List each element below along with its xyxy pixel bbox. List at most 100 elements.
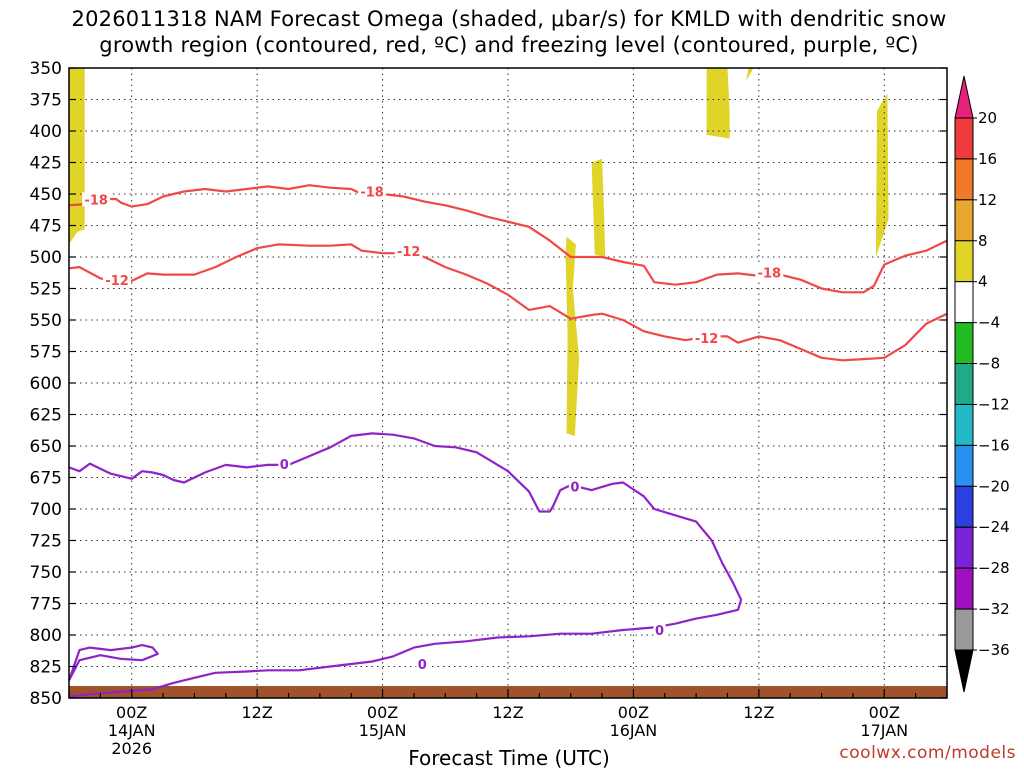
omega-shade-region-2 <box>591 158 606 257</box>
contour-line-2 <box>68 432 743 698</box>
y-tick-label: 800 <box>30 626 62 646</box>
contour-label-bg <box>358 184 387 199</box>
contour-label: -12 <box>695 332 719 347</box>
contour-label-bg <box>394 243 423 258</box>
y-tick-label: 675 <box>30 469 62 489</box>
colorbar-swatch <box>954 363 974 405</box>
y-tick-label: 700 <box>30 500 62 520</box>
colorbar-label: 8 <box>978 232 988 250</box>
omega-shade-region-4 <box>746 68 754 81</box>
x-tick-label: 16JAN <box>610 721 658 740</box>
contour-label: -12 <box>397 245 421 260</box>
y-tick-label: 825 <box>30 658 62 678</box>
colorbar-label: −16 <box>978 436 1010 454</box>
x-tick-label: 2026 <box>111 739 152 758</box>
contour-label-bg <box>82 192 111 207</box>
colorbar-label: 16 <box>978 150 997 168</box>
colorbar-swatch <box>954 199 974 242</box>
x-tick-label: 12Z <box>492 703 523 722</box>
x-tick-label: 14JAN <box>108 721 156 740</box>
contour-label-bg <box>653 623 666 638</box>
contour-line-1 <box>68 243 948 362</box>
colorbar-label: −4 <box>978 314 1000 332</box>
contour-label-layer: -18 -18 -18 -12 -12 -12 0 0 0 0 <box>82 184 784 673</box>
contour-label-bg <box>103 272 132 287</box>
y-tick-label: 350 <box>30 59 62 79</box>
credit-link[interactable]: coolwx.com/models <box>839 743 1016 763</box>
contour-label: -18 <box>360 186 384 201</box>
colorbar-swatch <box>954 117 974 160</box>
x-tick-label: 00Z <box>367 703 398 722</box>
colorbar-swatch <box>954 403 974 446</box>
omega-shade-region-0 <box>69 68 85 245</box>
y-tick-label: 725 <box>30 532 62 552</box>
y-tick-label: 600 <box>30 374 62 394</box>
colorbar-swatch <box>954 608 974 651</box>
contour-layer <box>67 184 948 698</box>
x-tick-label: 00Z <box>869 703 900 722</box>
contour-line-3 <box>67 644 159 681</box>
contour-label-bg <box>278 456 291 471</box>
colorbar-label: −20 <box>978 477 1010 495</box>
chart-title-line-1: 2026011318 NAM Forecast Omega (shaded, μ… <box>71 7 947 31</box>
grid-layer <box>69 68 947 698</box>
contour-label: -18 <box>758 266 782 281</box>
contour-label: 0 <box>280 458 289 473</box>
y-tick-label: 425 <box>30 154 62 174</box>
x-tick-label: 17JAN <box>860 721 908 740</box>
colorbar-swatch <box>954 158 974 201</box>
y-tick-label: 525 <box>30 280 62 300</box>
colorbar-label: 4 <box>978 273 988 291</box>
y-tick-label: 450 <box>30 185 62 205</box>
colorbar-swatch <box>954 567 974 610</box>
y-tick-label: 575 <box>30 343 62 363</box>
omega-shade-region-1 <box>565 236 580 436</box>
colorbar-label: −8 <box>978 355 1000 373</box>
x-axis-title: Forecast Time (UTC) <box>408 746 610 770</box>
contour-line-0 <box>68 184 948 294</box>
y-tick-label: 475 <box>30 217 62 237</box>
colorbar-bottom-arrow <box>954 649 974 693</box>
contour-label-bg <box>416 657 429 672</box>
contour-label: 0 <box>418 658 427 673</box>
contour-label-bg <box>692 330 721 345</box>
contour-label: -12 <box>105 274 129 289</box>
x-tick-label: 12Z <box>743 703 774 722</box>
colorbar-label: −24 <box>978 518 1010 536</box>
omega-shading-layer <box>69 68 889 436</box>
y-tick-label: 550 <box>30 311 62 331</box>
colorbar-top-arrow <box>954 75 974 119</box>
contour-label: -18 <box>84 193 108 208</box>
y-tick-label: 650 <box>30 437 62 457</box>
omega-shade-region-3 <box>706 68 730 139</box>
colorbar-label: 20 <box>978 109 997 127</box>
contour-label-bg <box>755 265 784 280</box>
colorbar-swatch <box>954 322 974 365</box>
colorbar-label: −36 <box>978 641 1010 659</box>
contour-label: 0 <box>655 624 664 639</box>
y-axis-ticks: 350 375 400 425 450 475 500 525 550 575 600 625 650 6… <box>30 59 947 709</box>
colorbar-swatch <box>954 526 974 569</box>
x-tick-label: 00Z <box>116 703 147 722</box>
y-tick-label: 775 <box>30 595 62 615</box>
colorbar-swatch <box>954 281 974 324</box>
colorbar-label: −28 <box>978 559 1010 577</box>
x-tick-label: 12Z <box>241 703 272 722</box>
contour-label: 0 <box>570 481 579 496</box>
y-tick-label: 500 <box>30 248 62 268</box>
colorbar-label: 12 <box>978 191 997 209</box>
colorbar-swatch <box>954 444 974 487</box>
colorbar-label: −32 <box>978 600 1010 618</box>
omega-shade-region-5 <box>875 93 889 257</box>
y-tick-label: 625 <box>30 406 62 426</box>
chart-title: 2026011318 NAM Forecast Omega (shaded, μ… <box>0 6 1018 58</box>
colorbar-swatch <box>954 485 974 528</box>
x-tick-label: 00Z <box>618 703 649 722</box>
contour-label-bg <box>568 479 581 494</box>
chart-title-line-2: growth region (contoured, red, ºC) and f… <box>99 33 919 57</box>
y-tick-label: 850 <box>30 689 62 709</box>
y-tick-label: 400 <box>30 122 62 142</box>
x-tick-label: 15JAN <box>359 721 407 740</box>
